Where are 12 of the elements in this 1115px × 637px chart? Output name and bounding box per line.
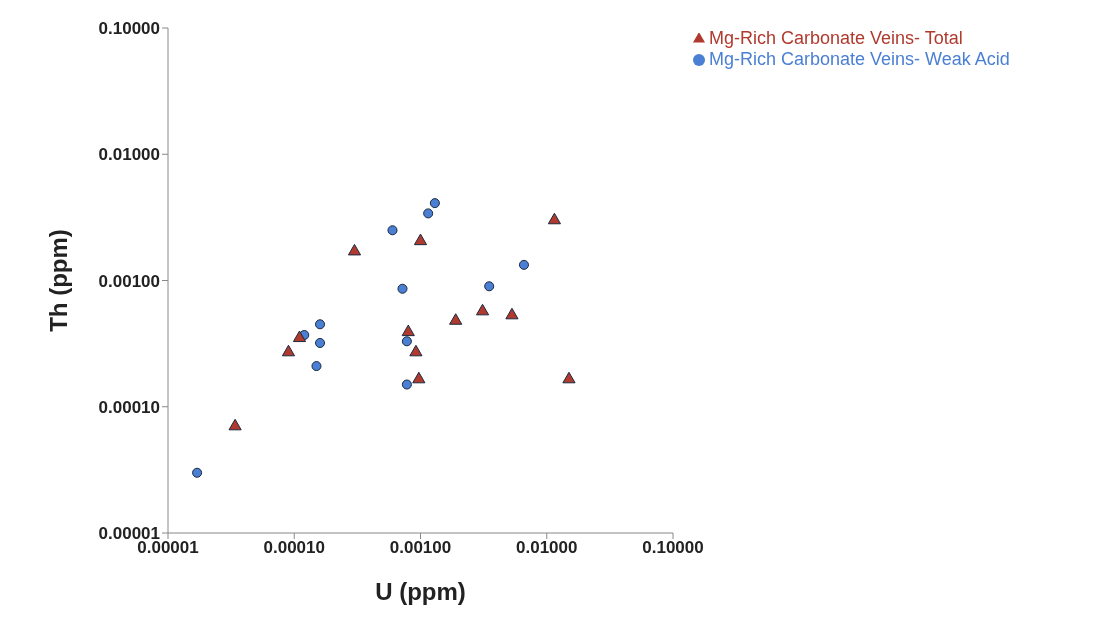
y-tick-label: 0.10000 — [98, 19, 160, 39]
x-axis-title: U (ppm) — [375, 578, 466, 606]
x-tick-label: 0.00100 — [389, 538, 452, 558]
y-tick-label: 0.01000 — [98, 145, 160, 165]
legend-label: Mg-Rich Carbonate Veins- Total — [709, 28, 963, 48]
y-tick-label: 0.00010 — [98, 397, 160, 417]
y-tick-label: 0.00100 — [98, 271, 160, 291]
x-tick-label: 0.00010 — [263, 538, 325, 558]
legend-label: Mg-Rich Carbonate Veins- Weak Acid — [709, 49, 1010, 69]
x-tick-label: 0.10000 — [642, 538, 704, 558]
y-axis-title: Th (ppm) — [44, 229, 72, 332]
x-tick-label: 0.01000 — [516, 538, 578, 558]
